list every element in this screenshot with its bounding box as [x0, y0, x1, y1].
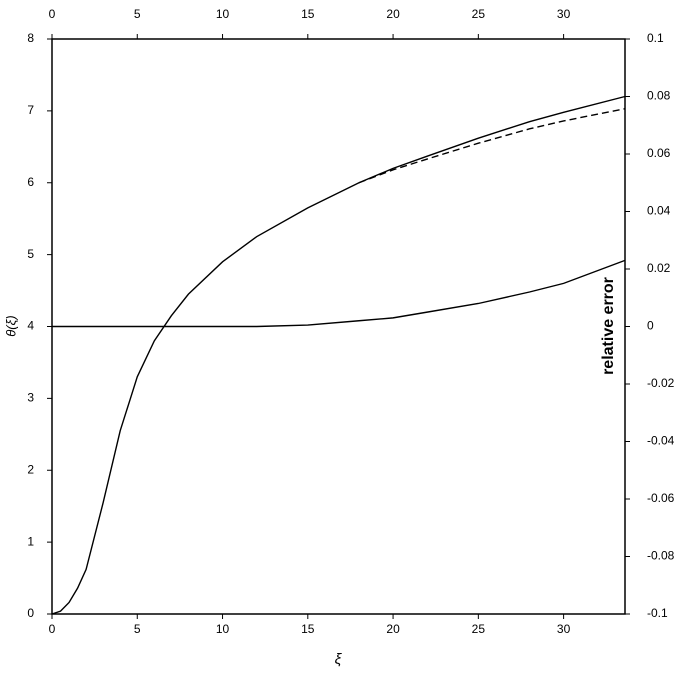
y2-tick-label: 0.04: [647, 204, 671, 218]
y2-tick-label: -0.08: [647, 549, 675, 563]
top-x-tick-label: 10: [216, 7, 230, 21]
y-axis-label: θ(ξ): [3, 315, 18, 337]
x-tick-label: 30: [557, 622, 571, 636]
y-tick-label: 7: [27, 103, 34, 117]
top-x-tick-label: 30: [557, 7, 571, 21]
y-tick-label: 3: [27, 391, 34, 405]
y2-tick-label: 0.06: [647, 146, 671, 160]
y-tick-label: 0: [27, 606, 34, 620]
y-tick-label: 5: [27, 247, 34, 261]
x-tick-label: 0: [49, 622, 56, 636]
top-x-tick-label: 25: [472, 7, 486, 21]
x-tick-label: 20: [386, 622, 400, 636]
y2-tick-label: 0.1: [647, 31, 664, 45]
y2-axis-label: relative error: [600, 277, 617, 375]
top-x-tick-label: 15: [301, 7, 315, 21]
y-tick-label: 8: [27, 31, 34, 45]
top-x-tick-label: 20: [386, 7, 400, 21]
x-tick-label: 15: [301, 622, 315, 636]
y2-tick-label: 0.02: [647, 261, 671, 275]
x-axis-label: ξ: [335, 651, 343, 668]
y2-tick-label: 0.08: [647, 89, 671, 103]
top-x-tick-label: 5: [134, 7, 141, 21]
y2-tick-label: -0.02: [647, 376, 675, 390]
y2-tick-label: -0.06: [647, 491, 675, 505]
y-tick-label: 2: [27, 462, 34, 476]
x-tick-label: 25: [472, 622, 486, 636]
series-line: [52, 259, 626, 328]
series-line: [51, 95, 626, 615]
y2-tick-label: -0.04: [647, 434, 675, 448]
x-tick-label: 10: [216, 622, 230, 636]
y-tick-label: 4: [27, 319, 34, 333]
top-x-tick-label: 0: [49, 7, 56, 21]
y2-tick-label: 0: [647, 319, 654, 333]
series-line: [358, 108, 626, 184]
y-tick-label: 1: [27, 534, 34, 548]
y-tick-label: 6: [27, 175, 34, 189]
y2-tick-label: -0.1: [647, 606, 668, 620]
x-tick-label: 5: [134, 622, 141, 636]
